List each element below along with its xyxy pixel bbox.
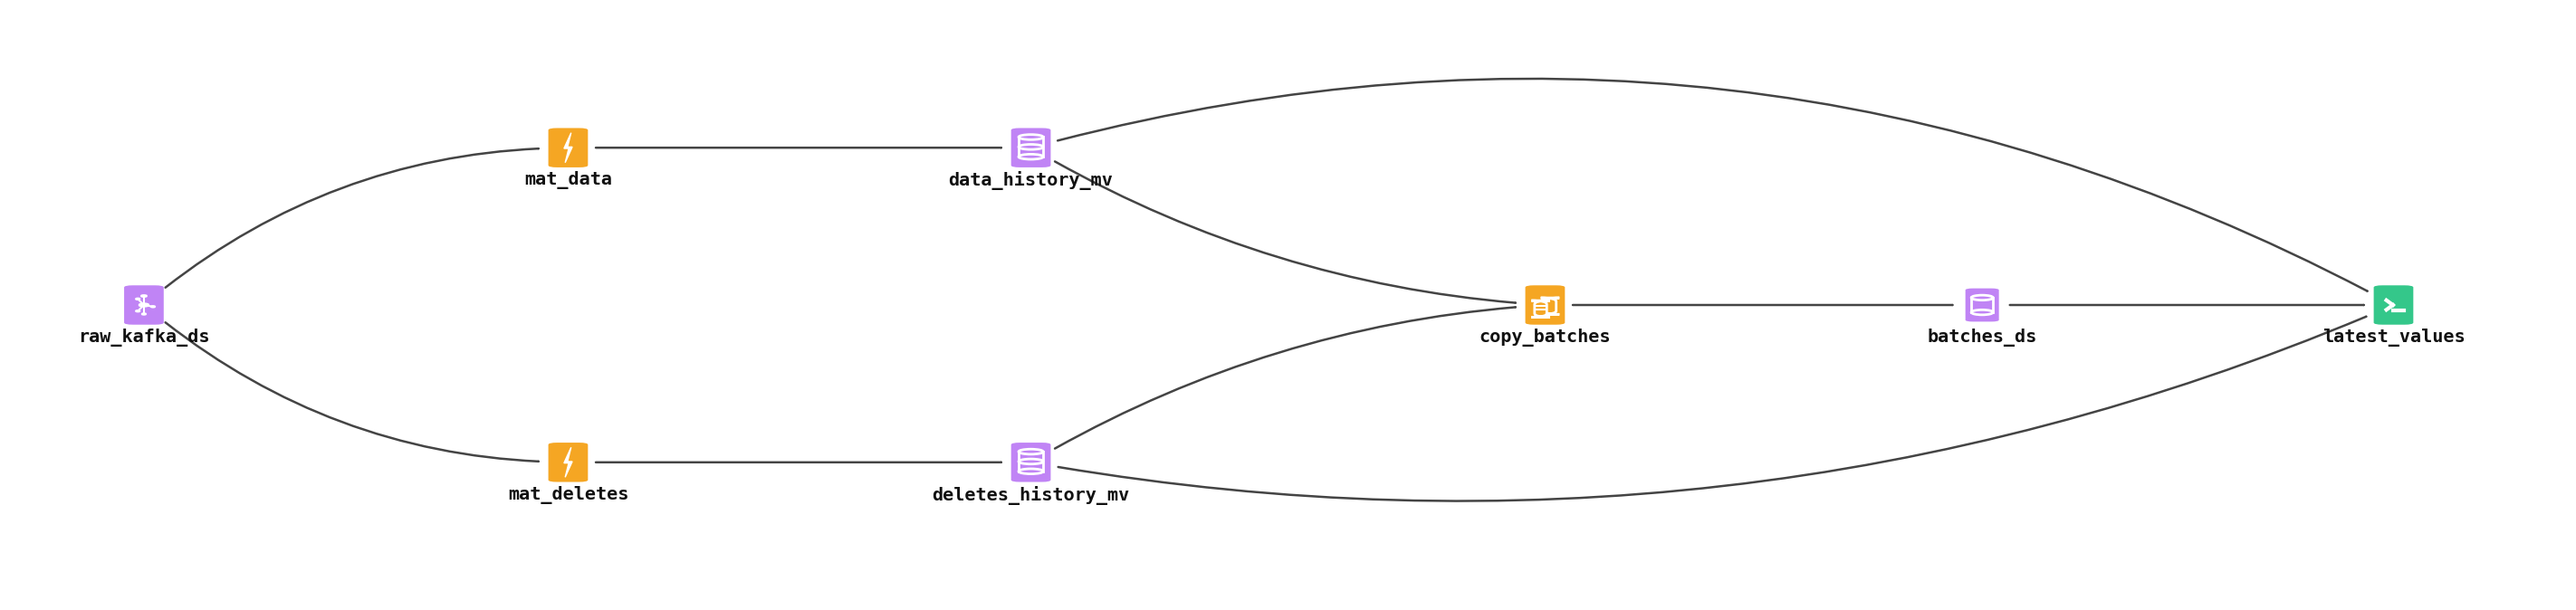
FancyBboxPatch shape [2372,285,2414,325]
Polygon shape [564,133,572,163]
FancyBboxPatch shape [549,128,587,167]
FancyBboxPatch shape [1012,443,1051,482]
Text: raw_kafka_ds: raw_kafka_ds [77,329,209,346]
Text: data_history_mv: data_history_mv [948,171,1113,190]
FancyBboxPatch shape [124,285,165,325]
FancyArrowPatch shape [165,149,538,287]
FancyBboxPatch shape [1965,289,1999,321]
Text: latest_values: latest_values [2321,329,2465,346]
Polygon shape [564,447,572,477]
FancyArrowPatch shape [1056,162,1515,303]
FancyBboxPatch shape [1530,301,1551,317]
FancyBboxPatch shape [1012,128,1051,167]
Text: mat_deletes: mat_deletes [507,486,629,504]
FancyBboxPatch shape [549,443,587,482]
FancyArrowPatch shape [1059,79,2367,291]
FancyArrowPatch shape [165,323,538,461]
Text: deletes_history_mv: deletes_history_mv [933,486,1131,505]
Text: copy_batches: copy_batches [1479,329,1610,346]
FancyArrowPatch shape [1059,317,2367,501]
Text: mat_data: mat_data [523,171,613,189]
Text: batches_ds: batches_ds [1927,329,2038,346]
FancyArrowPatch shape [1056,307,1515,448]
FancyBboxPatch shape [1525,285,1564,325]
